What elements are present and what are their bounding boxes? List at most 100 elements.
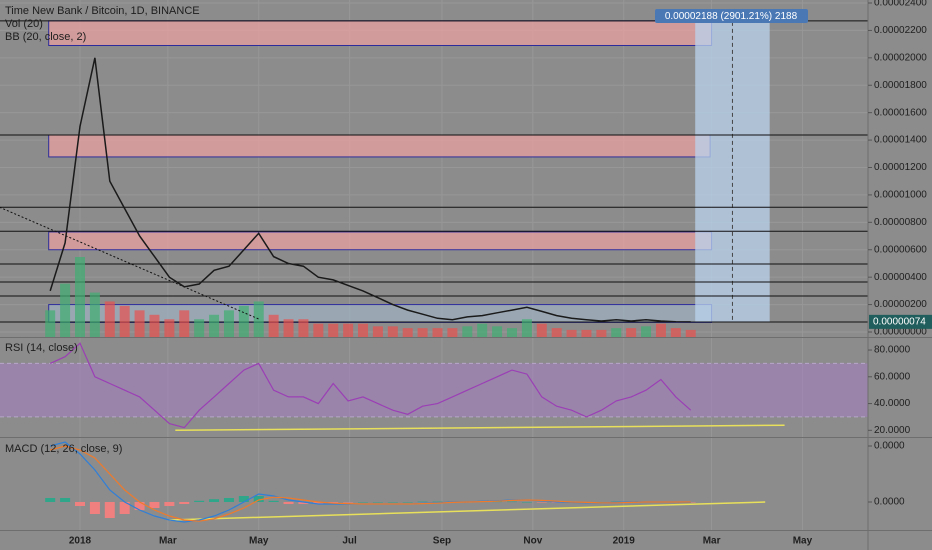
macd-histogram [343, 502, 354, 503]
volume-bar [104, 301, 115, 337]
volume-bar [372, 326, 383, 337]
trend-line [169, 501, 766, 521]
macd-histogram [223, 498, 234, 502]
last-price-label: 0.00000074 [873, 316, 926, 327]
macd-histogram [238, 496, 249, 502]
y-tick-label: 0.00002200 [874, 25, 927, 36]
volume-bar [45, 310, 56, 337]
volume-bar [119, 305, 130, 337]
y-tick-label: 60.0000 [874, 371, 911, 382]
price-line [49, 57, 691, 323]
x-tick-label: Nov [523, 536, 542, 547]
y-tick-label: 0.00000200 [874, 299, 927, 310]
volume-bar [402, 328, 413, 337]
y-tick-label: 0.00000800 [874, 217, 927, 228]
macd-histogram [45, 498, 56, 502]
macd-histogram [417, 501, 428, 503]
macd-histogram [521, 502, 532, 503]
volume-bar [268, 314, 279, 337]
macd-histogram [104, 502, 115, 518]
y-tick-label: 0.0000 [874, 441, 905, 452]
volume-bar [417, 328, 428, 337]
y-tick-label: 20.0000 [874, 425, 911, 436]
macd-histogram [492, 501, 503, 503]
y-tick-label: 0.00001000 [874, 190, 927, 201]
volume-bar [506, 328, 517, 337]
macd-histogram [536, 502, 547, 503]
volume-bar [611, 328, 622, 337]
x-tick-label: May [249, 536, 269, 547]
macd-histogram [358, 502, 369, 503]
volume-bar [462, 326, 473, 337]
macd-histogram [432, 501, 443, 503]
macd-histogram [119, 502, 130, 514]
y-tick-label: 0.0000 [874, 497, 905, 508]
y-tick-label: 0.00000000 [874, 327, 927, 338]
volume-bar [343, 323, 354, 337]
rsi-line [49, 342, 692, 429]
volume-bar [313, 323, 324, 337]
volume-bar [253, 301, 264, 337]
volume-bar [89, 292, 100, 337]
macd-histogram [149, 502, 160, 508]
volume-bar [358, 323, 369, 337]
volume-bar [596, 329, 607, 337]
indicator-label: BB (20, close, 2) [5, 31, 86, 43]
measure-label: 0.00002188 (2901.21%) 2188 [665, 11, 798, 22]
x-tick-label: Mar [159, 536, 177, 547]
measure-box [655, 9, 808, 23]
macd-histogram [134, 502, 145, 510]
zone [48, 134, 711, 158]
volume-bar [179, 310, 190, 337]
volume-bar [551, 328, 562, 337]
macd-histogram [89, 502, 100, 514]
macd-histogram [60, 498, 71, 502]
volume-bar [209, 314, 220, 337]
macd-histogram [74, 502, 85, 506]
macd-histogram [506, 501, 517, 503]
volume-bar [521, 319, 532, 337]
x-tick-label: Sep [433, 536, 451, 547]
volume-bar [298, 319, 309, 337]
volume-bar [223, 310, 234, 337]
volume-bar [134, 310, 145, 337]
volume-bar [283, 319, 294, 337]
volume-bar [626, 328, 637, 337]
macd-line [50, 445, 691, 522]
volume-bar [477, 323, 488, 337]
volume-bar [149, 314, 160, 337]
macd-histogram [253, 496, 264, 502]
volume-bar [60, 283, 71, 337]
volume-bar [641, 326, 652, 337]
macd-histogram [179, 502, 190, 504]
volume-bar [387, 326, 398, 337]
pane-title: MACD (12, 26, close, 9) [5, 443, 122, 455]
chart-title: Time New Bank / Bitcoin, 1D, BINANCE [5, 5, 200, 17]
pane-title: RSI (14, close) [5, 342, 78, 354]
macd-histogram [298, 502, 309, 504]
x-tick-label: Jul [342, 536, 357, 547]
trend-line [0, 206, 261, 321]
macd-histogram [685, 502, 696, 503]
volume-bar [164, 319, 175, 337]
volume-bar [670, 328, 681, 337]
trend-line [175, 424, 785, 432]
indicator-label: Vol (20) [5, 18, 43, 30]
volume-bar [447, 328, 458, 337]
last-price-box [869, 314, 932, 329]
y-tick-label: 0.00000400 [874, 272, 927, 283]
volume-bar [536, 323, 547, 337]
volume-bar [432, 328, 443, 337]
y-tick-label: 0.00000600 [874, 244, 927, 255]
x-tick-label: May [793, 536, 813, 547]
macd-histogram [328, 502, 339, 503]
y-tick-label: 0.00002000 [874, 52, 927, 63]
macd-histogram [387, 502, 398, 503]
y-tick-label: 80.0000 [874, 345, 911, 356]
zone [48, 20, 713, 46]
macd-histogram [209, 499, 220, 502]
macd-histogram [372, 502, 383, 503]
y-tick-label: 0.00002400 [874, 0, 927, 9]
volume-bar [655, 323, 666, 337]
